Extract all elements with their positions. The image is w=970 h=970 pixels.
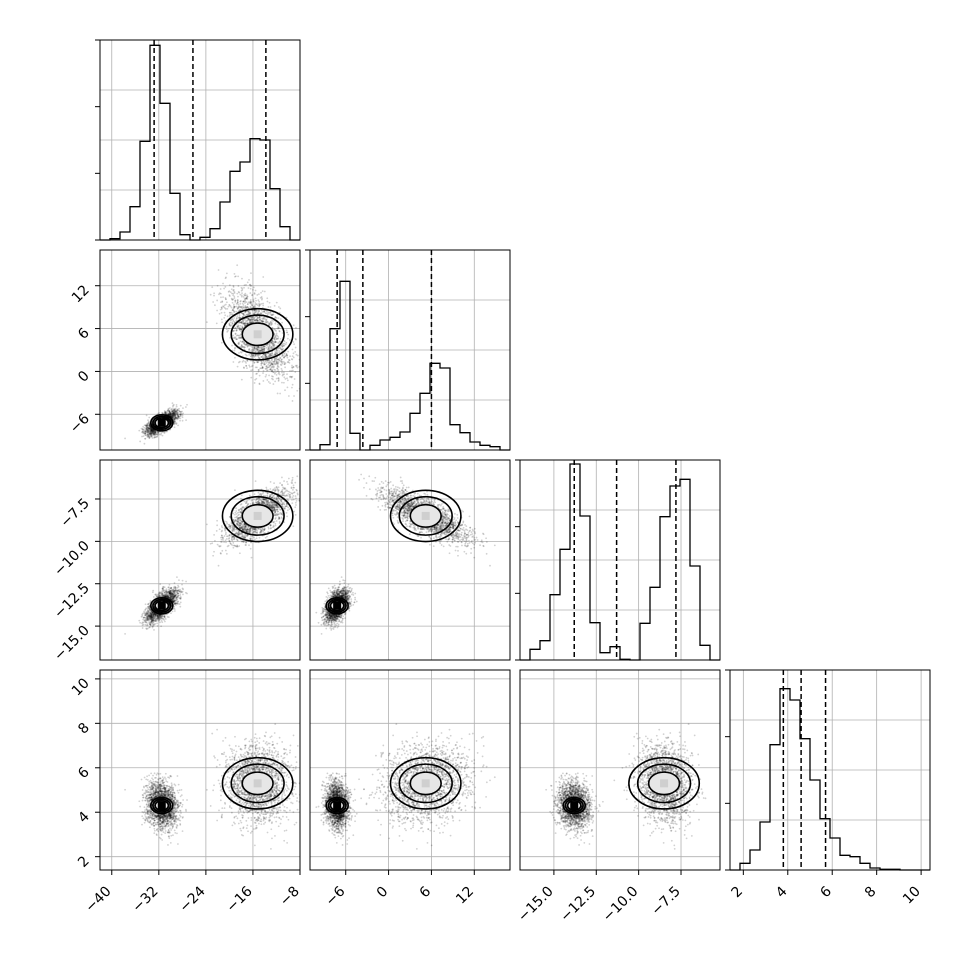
panel-r3-c3: 2 4 6 8 10	[725, 669, 931, 908]
contour-0-0	[325, 596, 349, 615]
ytick-label-3-4: 10	[69, 675, 93, 699]
panel-frame	[519, 459, 721, 661]
contour-1-1	[636, 763, 692, 804]
xtick-label-1-3: 12	[453, 884, 477, 908]
ytick-label-2-1: −12.5	[51, 580, 93, 622]
contour-1-0	[221, 307, 294, 361]
contour-0-0	[149, 596, 174, 615]
panel-r1-c0: −6 0 6 12	[67, 249, 301, 451]
contour-0-0	[149, 796, 174, 815]
panel-r3-c2: −15.0 −12.5 −10.0 −7.5	[515, 669, 721, 926]
density-peak-1	[660, 779, 669, 788]
density-peak-0	[157, 418, 166, 427]
xtick-label-1-1: 0	[374, 884, 392, 902]
contour-0-1	[152, 598, 172, 613]
xtick-label-0-4: −8	[277, 884, 303, 910]
panel-frame	[729, 669, 931, 871]
panel-r1-c1	[305, 249, 511, 451]
ytick-label-2-3: −7.5	[57, 495, 92, 530]
ytick-label-1-0: −6	[67, 411, 93, 437]
contour-1-1	[230, 763, 285, 804]
panel-frame	[99, 39, 301, 241]
panel-frame	[99, 669, 301, 871]
panel-r2-c2	[515, 459, 721, 661]
panel-r2-c1	[309, 459, 511, 661]
contour-1-0	[389, 489, 462, 543]
density-peak-1	[421, 511, 430, 520]
contour-1-1	[230, 314, 285, 355]
ytick-label-1-2: 6	[75, 325, 93, 343]
contour-0-1	[564, 798, 584, 813]
xtick-label-3-1: 4	[773, 883, 791, 901]
panel-frame	[519, 669, 721, 871]
xtick-label-0-3: −16	[224, 883, 256, 915]
contour-1-1	[398, 495, 453, 536]
panel-r0-c0	[95, 39, 301, 241]
panel-r3-c1: −6 0 6 12	[309, 669, 511, 909]
contour-1-0	[221, 489, 294, 543]
contour-1-1	[230, 495, 285, 536]
ytick-label-3-3: 8	[75, 720, 93, 738]
density-peak-0	[333, 601, 342, 610]
density-peak-0	[157, 801, 166, 810]
xtick-label-1-2: 6	[417, 883, 435, 901]
histogram-2	[520, 463, 720, 661]
scatter-2-1	[315, 473, 496, 635]
ytick-label-3-2: 6	[75, 764, 93, 782]
xtick-label-3-2: 6	[817, 883, 835, 901]
ytick-label-2-2: −10.0	[51, 538, 93, 580]
contour-1-1	[398, 763, 453, 804]
xtick-label-0-2: −24	[177, 883, 209, 915]
density-peak-0	[570, 801, 579, 810]
contour-0-0	[149, 414, 174, 432]
xtick-label-2-0: −15.0	[515, 884, 557, 926]
histogram-1	[310, 280, 510, 451]
ytick-label-3-1: 4	[75, 809, 93, 827]
density-peak-0	[157, 601, 166, 610]
contour-0-0	[562, 796, 587, 815]
xtick-label-2-3: −7.5	[648, 884, 683, 919]
panel-frame	[99, 249, 301, 451]
panel-r2-c0: −15.0−12.5−10.0 −7.5	[51, 459, 301, 665]
xtick-label-3-0: 2	[729, 884, 747, 902]
contour-0-1	[152, 415, 172, 431]
scatter-3-1	[315, 723, 496, 850]
panel-frame	[309, 669, 511, 871]
contour-1-0	[389, 756, 462, 810]
histogram-0	[100, 44, 300, 241]
density-peak-1	[253, 779, 262, 788]
density-peak-1	[253, 330, 262, 339]
xtick-label-0-0: −40	[82, 884, 114, 916]
contour-0-1	[327, 598, 347, 613]
xtick-label-0-1: −32	[129, 884, 161, 916]
ytick-label-2-0: −15.0	[51, 623, 93, 665]
ytick-label-3-0: 2	[75, 853, 93, 871]
contour-0-1	[327, 798, 347, 813]
panel-r3-c0: 2 4 6 8 10 −40 −32 −24 −16 −8	[69, 669, 303, 916]
xtick-label-2-2: −10.0	[600, 884, 642, 926]
xtick-label-3-4: 10	[900, 884, 924, 908]
ytick-label-1-3: 12	[69, 282, 93, 306]
density-peak-0	[333, 801, 342, 810]
scatter-2-0	[124, 475, 300, 635]
panel-frame	[99, 459, 301, 661]
scatter-3-0	[124, 723, 300, 850]
scatter-3-2	[545, 723, 707, 850]
panel-frame	[309, 459, 511, 661]
ytick-label-1-1: 0	[75, 368, 93, 386]
contour-0-1	[152, 798, 172, 813]
density-peak-1	[253, 511, 262, 520]
xtick-label-2-1: −12.5	[557, 884, 599, 926]
histogram-3	[730, 688, 930, 871]
xtick-label-1-0: −6	[323, 883, 349, 909]
contour-1-0	[221, 756, 294, 810]
panel-frame	[309, 249, 511, 451]
density-peak-1	[421, 779, 430, 788]
contour-0-0	[325, 796, 349, 815]
xtick-label-3-3: 8	[862, 884, 880, 902]
scatter-1-0	[124, 264, 300, 445]
contour-1-0	[628, 756, 701, 810]
